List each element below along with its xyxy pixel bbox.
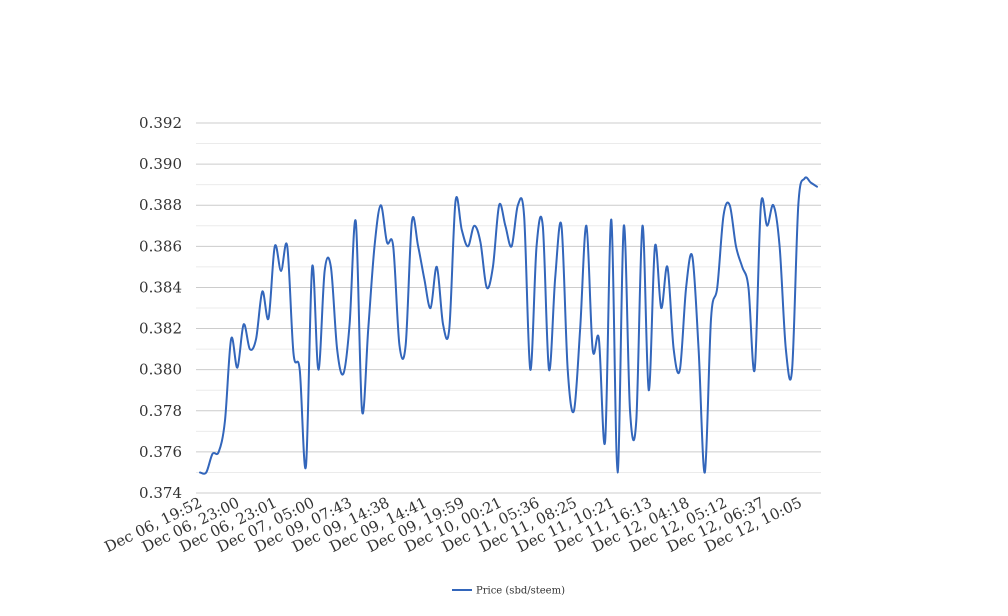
y-tick-label: 0.374 <box>139 484 182 502</box>
y-tick-label: 0.388 <box>139 196 182 214</box>
legend: Price (sbd/steem) <box>452 586 565 597</box>
y-tick-label: 0.380 <box>139 361 182 379</box>
y-tick-label: 0.390 <box>139 155 182 173</box>
y-tick-label: 0.384 <box>139 278 182 296</box>
y-tick-label: 0.386 <box>139 237 182 255</box>
major-gridlines <box>196 122 821 494</box>
series-line-price <box>199 176 818 475</box>
minor-gridlines <box>196 143 821 473</box>
y-tick-label: 0.378 <box>139 402 182 420</box>
legend-label: Price (sbd/steem) <box>476 586 565 597</box>
y-axis-tick-labels: 0.374 0.376 0.378 0.380 0.382 0.384 0.386 0.388… <box>139 114 182 502</box>
y-tick-label: 0.376 <box>139 443 182 461</box>
y-tick-label: 0.382 <box>139 320 182 338</box>
y-tick-label: 0.392 <box>139 114 182 132</box>
